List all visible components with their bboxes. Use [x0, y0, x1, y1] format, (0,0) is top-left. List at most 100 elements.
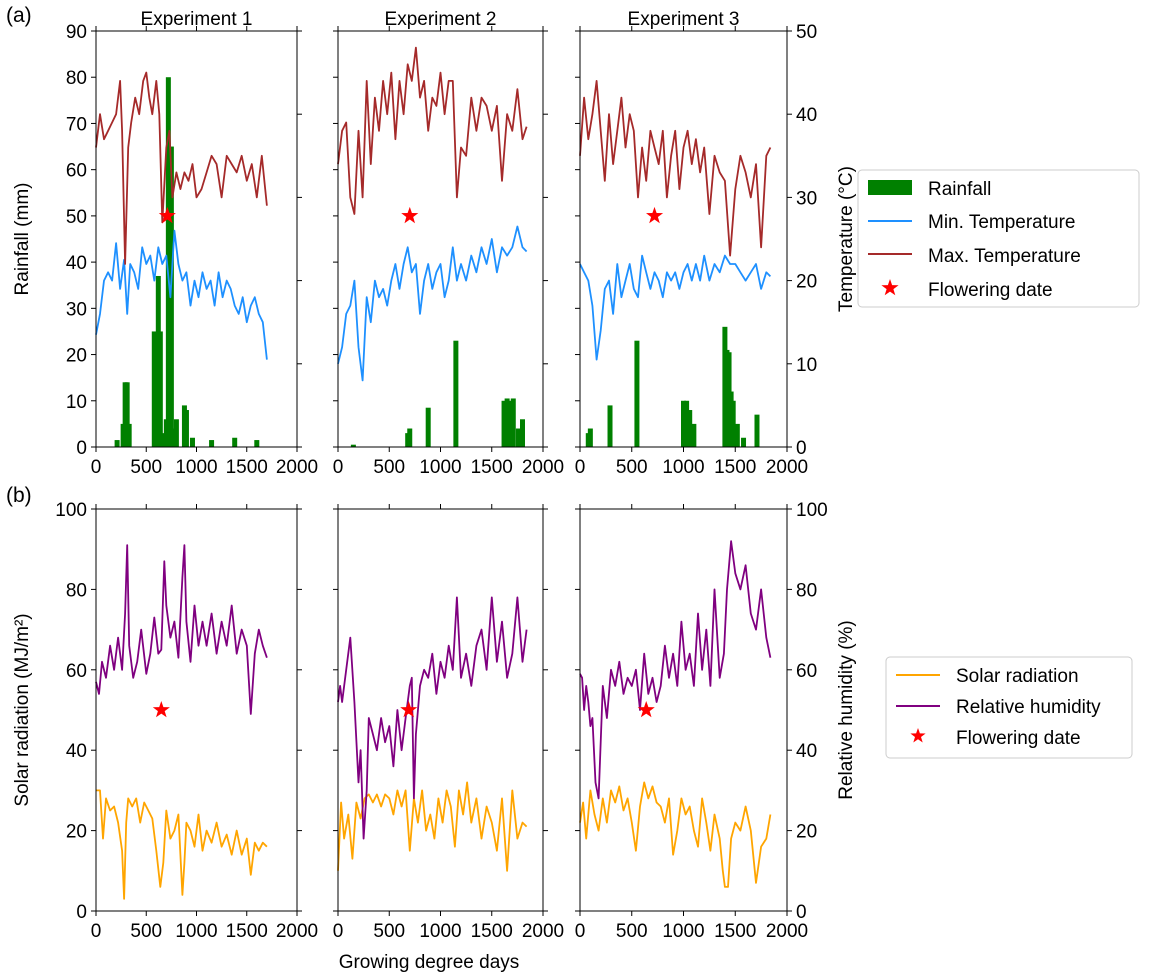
- legend-rainfall-label: Rainfall: [928, 179, 991, 200]
- rainfall-bar: [183, 410, 189, 447]
- y-tick-label-left: 0: [76, 902, 87, 923]
- x-tick-label: 0: [333, 457, 344, 478]
- rainfall-bar: [425, 407, 431, 447]
- subplot-experiment-1-weather: Experiment 1 0 500 1000 1500 2000 0 10 20 30 40 50 6…: [12, 9, 318, 478]
- rainfall-bar: [741, 437, 747, 447]
- x-tick-label: 2000: [276, 921, 318, 942]
- rainfall-bar: [173, 419, 179, 447]
- y-tick-label-left: 70: [66, 114, 87, 135]
- x-tick-label: 0: [575, 921, 586, 942]
- legend-flowering-label: Flowering date: [928, 280, 1053, 301]
- x-tick-label: 500: [373, 457, 405, 478]
- panel-label-a: (a): [6, 4, 32, 27]
- rainfall-bar: [684, 400, 690, 447]
- rainfall-bar: [691, 423, 697, 447]
- max-temperature-line: [579, 80, 772, 257]
- subplot-title: Experiment 3: [628, 9, 740, 30]
- x-tick-label: 1000: [419, 921, 461, 942]
- subplot-experiment-1-radiation: 0 500 1000 1500 2000 0 20 40 60 80 100 Solar radiat…: [12, 500, 318, 942]
- y-axis-label-right: Temperature (°C): [836, 166, 857, 312]
- x-tick-label: 500: [616, 457, 648, 478]
- rainfall-bar: [587, 428, 593, 447]
- x-tick-label: 0: [333, 921, 344, 942]
- x-tick-label: 1500: [226, 457, 268, 478]
- max-temperature-line: [337, 46, 528, 215]
- x-tick-label: 1500: [471, 921, 513, 942]
- rainfall-bar: [607, 405, 613, 447]
- axes-frame: [337, 30, 544, 448]
- x-tick-label: 1000: [419, 457, 461, 478]
- y-tick-label-left: 30: [66, 299, 87, 320]
- y-tick-label-right: 40: [796, 741, 817, 762]
- x-tick-label: 1500: [471, 457, 513, 478]
- y-tick-label-left: 20: [66, 346, 87, 367]
- x-tick-label: 0: [575, 457, 586, 478]
- y-axis-label-left: Solar radiation (MJ/m²): [12, 613, 33, 806]
- x-tick-label: 2000: [766, 921, 808, 942]
- legend-flowering-star-icon: [881, 279, 899, 296]
- y-tick-label-left: 20: [66, 822, 87, 843]
- panel-label-b: (b): [6, 484, 32, 507]
- rainfall-bar: [634, 340, 640, 447]
- x-tick-label: 2000: [522, 457, 564, 478]
- axes-frame: [579, 508, 788, 912]
- legend-flowering-label: Flowering date: [956, 728, 1081, 749]
- y-tick-label-left: 60: [66, 161, 87, 182]
- y-tick-label-left: 60: [66, 661, 87, 682]
- y-axis-label-left: Rainfall (mm): [12, 183, 33, 296]
- y-tick-label-right: 20: [796, 822, 817, 843]
- y-tick-label-right: 10: [796, 355, 817, 376]
- x-tick-label: 1000: [175, 457, 217, 478]
- y-axis-label-right: Relative humidity (%): [836, 620, 857, 800]
- y-tick-label-right: 100: [796, 500, 828, 521]
- x-tick-label: 1500: [714, 457, 756, 478]
- rainfall-bar: [453, 340, 459, 447]
- rainfall-bar: [189, 437, 195, 447]
- rainfall-bar: [504, 398, 510, 447]
- x-tick-label: 500: [373, 921, 405, 942]
- y-tick-label-left: 80: [66, 580, 87, 601]
- x-tick-label: 500: [616, 921, 648, 942]
- x-tick-label: 1500: [714, 921, 756, 942]
- rainfall-bar: [501, 400, 507, 447]
- x-axis-label: Growing degree days: [339, 952, 520, 973]
- x-tick-label: 2000: [766, 457, 808, 478]
- max-temperature-line: [95, 71, 268, 265]
- x-tick-label: 1000: [662, 457, 704, 478]
- relative-humidity-line: [579, 540, 772, 800]
- subplot-title: Experiment 2: [385, 9, 497, 30]
- rainfall-bar: [124, 382, 130, 447]
- min-temperature-line: [579, 254, 772, 361]
- axes-frame: [337, 508, 544, 912]
- rainfall-bar: [151, 331, 157, 447]
- rainfall-bar: [754, 414, 760, 447]
- legend-rainfall-swatch: [868, 180, 912, 195]
- y-tick-label-right: 0: [796, 902, 807, 923]
- y-tick-label-left: 40: [66, 741, 87, 762]
- rainfall-bar: [515, 428, 521, 447]
- rainfall-bar: [734, 423, 740, 447]
- rainfall-bar: [165, 77, 171, 447]
- rainfall-bar: [520, 419, 525, 447]
- y-tick-label-left: 90: [66, 22, 87, 43]
- y-tick-label-right: 80: [796, 580, 817, 601]
- x-tick-label: 1000: [662, 921, 704, 942]
- rainfall-bar: [507, 400, 513, 447]
- rainfall-bar: [126, 423, 132, 447]
- rainfall-bar: [681, 400, 686, 447]
- y-tick-label-right: 20: [796, 272, 817, 293]
- legend-top: Rainfall Min. Temperature Max. Temperatu…: [857, 169, 1140, 308]
- legend-humidity-label: Relative humidity: [956, 697, 1101, 718]
- subplot-experiment-3-weather: Experiment 30 500 1000 1500 200001020304050T…: [575, 9, 857, 478]
- subplot-title: Experiment 1: [141, 9, 253, 30]
- flowering-date-star-icon: [400, 701, 418, 718]
- rainfall-bar: [350, 444, 356, 447]
- relative-humidity-line: [95, 544, 268, 715]
- flowering-date-star-icon: [158, 206, 176, 224]
- x-tick-label: 0: [91, 921, 102, 942]
- legend-max-temp-label: Max. Temperature: [928, 246, 1081, 267]
- legend-top-frame: [857, 169, 1140, 308]
- rainfall-bar: [232, 437, 238, 447]
- legend-bottom: Solar radiation Relative humidity Flower…: [885, 656, 1133, 759]
